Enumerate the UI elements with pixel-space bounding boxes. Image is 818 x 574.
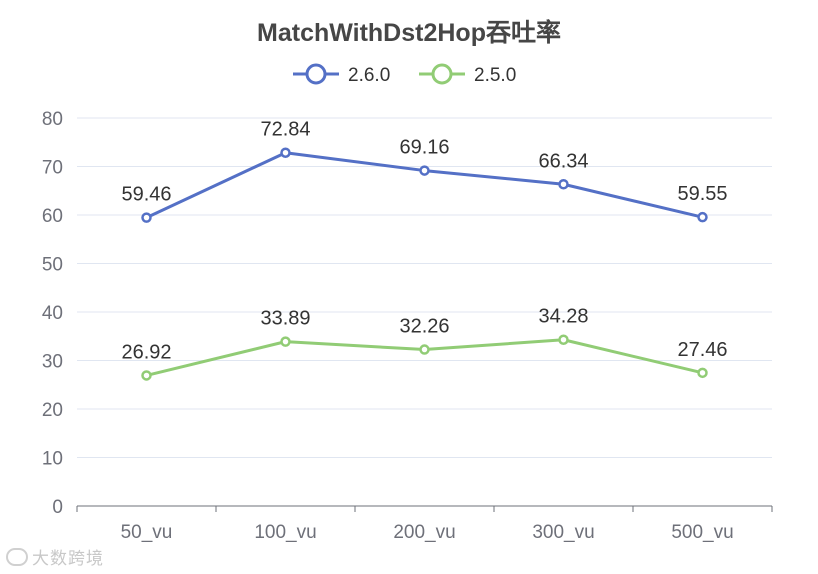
data-label: 59.46 [121, 184, 171, 206]
data-label: 26.92 [121, 341, 171, 363]
legend-marker [431, 63, 453, 85]
data-label: 66.34 [538, 150, 588, 172]
data-point [141, 212, 152, 223]
legend-label: 2.5.0 [474, 65, 516, 86]
data-point [419, 165, 430, 176]
x-tick-label: 100_vu [254, 522, 316, 543]
y-tick-label: 70 [42, 158, 63, 179]
data-point [280, 147, 291, 158]
data-label: 59.55 [677, 183, 727, 205]
data-label: 34.28 [538, 306, 588, 328]
data-point [558, 179, 569, 190]
series-2.5.0: 26.92 33.89 32.26 34.28 27.46 [121, 306, 728, 381]
y-tick-label: 0 [52, 497, 63, 518]
y-tick-label: 40 [42, 303, 63, 324]
data-label: 72.84 [260, 119, 310, 141]
data-point [419, 344, 430, 355]
series-2.6.0: 59.46 72.84 69.16 66.34 59.55 [121, 119, 728, 223]
legend-marker [305, 63, 327, 85]
data-point [141, 370, 152, 381]
x-tick-label: 500_vu [671, 522, 733, 543]
y-tick-label: 60 [42, 206, 63, 227]
weibo-icon [6, 548, 28, 566]
data-point [697, 211, 708, 223]
legend-item-2.6.0[interactable]: 2.6.0 [293, 63, 390, 86]
chart-legend[interactable]: 2.6.0 2.5.0 [293, 63, 516, 86]
data-point [280, 336, 291, 347]
y-tick-label: 80 [42, 109, 63, 130]
data-label: 32.26 [399, 316, 449, 338]
y-tick-label: 50 [42, 255, 63, 276]
data-label: 33.89 [260, 308, 310, 330]
watermark: 大数跨境 [6, 544, 104, 569]
data-label: 69.16 [399, 137, 449, 159]
y-tick-label: 20 [42, 400, 63, 421]
legend-item-2.5.0[interactable]: 2.5.0 [419, 63, 516, 86]
x-axis: 50_vu 100_vu 200_vu 300_vu 500_vu [76, 505, 773, 543]
y-axis: 0 10 20 30 40 50 60 70 80 [42, 109, 63, 518]
x-tick-label: 300_vu [532, 522, 594, 543]
y-tick-label: 10 [42, 449, 63, 470]
series-layer: 59.46 72.84 69.16 66.34 59.55 26.92 33.89 32.26… [121, 119, 728, 381]
x-tick-label: 200_vu [393, 522, 455, 543]
data-point [558, 334, 569, 345]
legend-label: 2.6.0 [348, 65, 390, 86]
series-line [145, 151, 703, 219]
chart-title: MatchWithDst2Hop吞吐率 [257, 18, 561, 47]
x-tick-label: 50_vu [121, 522, 173, 543]
watermark-text: 大数跨境 [32, 549, 104, 569]
y-tick-label: 30 [42, 352, 63, 373]
data-point [697, 367, 708, 379]
data-label: 27.46 [677, 339, 727, 361]
